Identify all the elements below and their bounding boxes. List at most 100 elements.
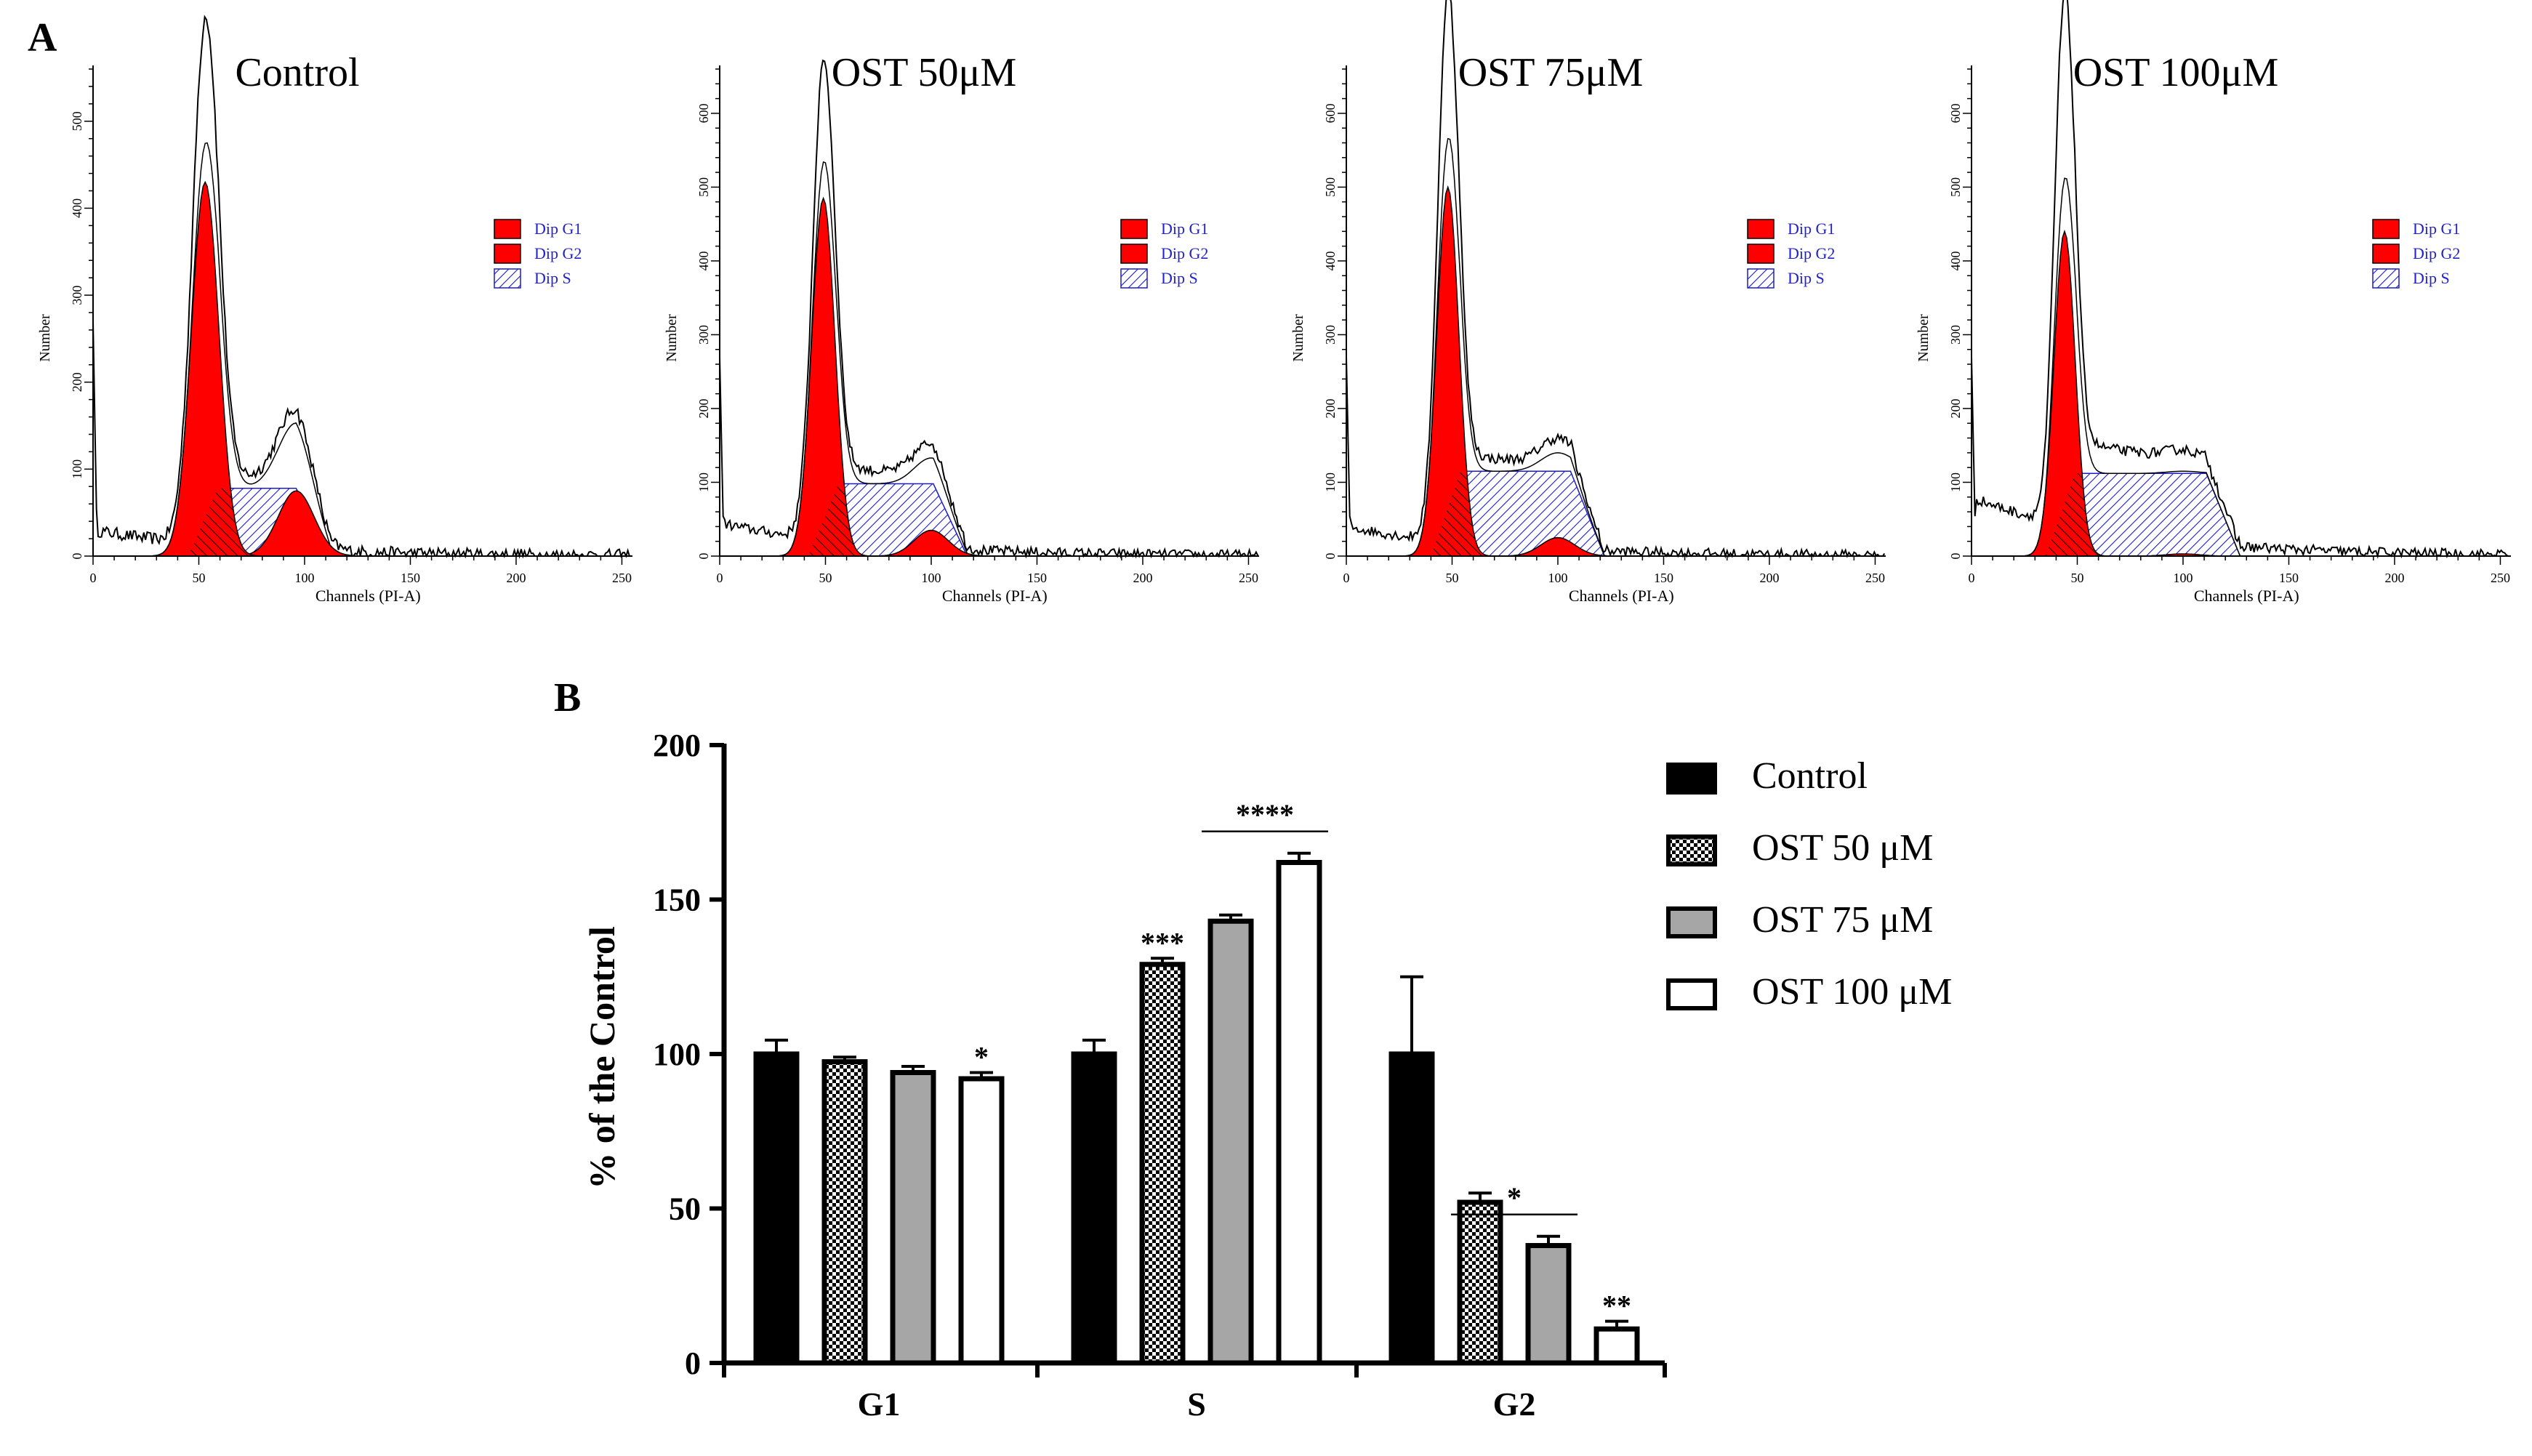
legend-swatch xyxy=(1666,834,1717,866)
legend-swatch xyxy=(494,268,521,289)
legend-label: Dip S xyxy=(2413,269,2450,287)
x-tick-label: 0 xyxy=(1969,571,1975,585)
significance-label: * xyxy=(974,1041,989,1074)
legend-label: Dip G2 xyxy=(1788,244,1835,262)
y-tick-label: 200 xyxy=(653,728,701,763)
x-tick-label: 0 xyxy=(1343,571,1350,585)
bar-ost-100-m-g1 xyxy=(958,1076,1005,1366)
histogram-3: OST 100μM 0 50 100 150 200 250 0 100 200 300 400 500… xyxy=(1916,0,2511,605)
legend-swatch xyxy=(1120,244,1148,264)
legend-label: Dip G1 xyxy=(1788,220,1835,238)
y-axis-label: % of the Control xyxy=(582,926,622,1189)
histogram-2: OST 75μM 0 50 100 150 200 250 0 100 200 300 400 500 6… xyxy=(1290,0,1886,605)
y-tick-label: 500 xyxy=(1948,177,1963,197)
x-tick-label: 100 xyxy=(1548,571,1567,585)
dip-g1-area xyxy=(1346,185,1886,557)
y-tick-label: 100 xyxy=(1948,472,1963,492)
overlap-hatch xyxy=(1972,473,2511,556)
y-tick-label: 0 xyxy=(1948,553,1963,560)
bar-ost-100-m-s xyxy=(1276,860,1322,1366)
bar-control-g1 xyxy=(753,1051,800,1366)
x-tick-label: 100 xyxy=(921,571,941,585)
x-axis-label: Channels (PI-A) xyxy=(942,587,1048,605)
y-tick-label: 100 xyxy=(696,472,711,492)
legend-swatch xyxy=(1747,219,1775,239)
legend-label: Dip G2 xyxy=(534,244,582,262)
y-tick-label: 300 xyxy=(696,325,711,345)
legend-label: Dip G2 xyxy=(1161,244,1208,262)
raw-data-line xyxy=(1971,0,2510,559)
significance-label: * xyxy=(1507,1181,1522,1214)
legend-label: OST 100 μM xyxy=(1752,971,1952,1013)
y-tick-label: 400 xyxy=(70,198,84,218)
x-axis-label: Channels (PI-A) xyxy=(1569,587,1674,605)
dip-g1-area xyxy=(93,180,632,557)
legend-swatch xyxy=(1120,219,1148,239)
x-tick-label: G2 xyxy=(1493,1385,1536,1423)
raw-data-line xyxy=(1346,0,1886,559)
bar-ost-75-m-g1 xyxy=(890,1070,936,1366)
y-axis-label: Number xyxy=(664,314,680,362)
overlap-hatch xyxy=(1346,471,1886,556)
y-tick-label: 500 xyxy=(70,111,84,131)
legend-swatch xyxy=(2372,244,2400,264)
y-tick-label: 100 xyxy=(653,1037,701,1072)
y-tick-label: 600 xyxy=(1948,103,1963,123)
y-axis-label: Number xyxy=(1290,314,1306,362)
bar-ost-100-m-g2 xyxy=(1593,1326,1640,1366)
x-tick-label: 50 xyxy=(1445,571,1458,585)
y-tick-label: 500 xyxy=(696,177,711,197)
legend-label: Dip G1 xyxy=(2413,220,2460,238)
y-tick-label: 150 xyxy=(653,882,701,918)
x-tick-label: 250 xyxy=(1865,571,1885,585)
y-tick-label: 0 xyxy=(685,1346,701,1381)
y-axis-label: Number xyxy=(1916,314,1932,362)
significance-label: *** xyxy=(1141,926,1184,959)
x-tick-label: 0 xyxy=(90,571,97,585)
legend-swatch xyxy=(1747,244,1775,264)
x-tick-label: 150 xyxy=(1027,571,1047,585)
legend-swatch xyxy=(494,219,521,239)
y-tick-label: 100 xyxy=(70,459,84,479)
y-tick-label: 400 xyxy=(696,251,711,270)
bar-ost-50-m-s xyxy=(1139,962,1186,1366)
histogram-title: Control xyxy=(235,50,359,95)
legend-label: Dip G1 xyxy=(1161,220,1208,238)
legend-label: Dip S xyxy=(534,269,571,287)
y-tick-label: 0 xyxy=(696,553,711,560)
y-tick-label: 200 xyxy=(1323,398,1338,418)
legend-swatch xyxy=(494,244,521,264)
x-tick-label: 200 xyxy=(1759,571,1779,585)
x-tick-label: 250 xyxy=(1239,571,1258,585)
histogram-1: OST 50μM 0 50 100 150 200 250 0 100 200 300 400 500 6… xyxy=(664,50,1259,605)
y-tick-label: 300 xyxy=(1323,325,1338,345)
x-tick-label: 150 xyxy=(2279,571,2299,585)
bar-ost-75-m-g2 xyxy=(1525,1243,1572,1366)
x-tick-label: 150 xyxy=(1654,571,1673,585)
bar-ost-50-m-g2 xyxy=(1457,1199,1503,1366)
y-tick-label: 400 xyxy=(1948,251,1963,270)
x-tick-label: 0 xyxy=(717,571,723,585)
raw-data-line xyxy=(719,59,1259,559)
bar-ost-50-m-g1 xyxy=(821,1059,868,1366)
x-tick-label: 150 xyxy=(401,571,420,585)
legend-swatch xyxy=(1747,268,1775,289)
x-tick-label: S xyxy=(1187,1385,1206,1423)
y-tick-label: 500 xyxy=(1323,177,1338,197)
x-tick-label: 100 xyxy=(294,571,314,585)
legend-label: OST 75 μM xyxy=(1752,899,1933,941)
legend-swatch xyxy=(1666,978,1717,1010)
legend-label: OST 50 μM xyxy=(1752,827,1933,869)
x-axis-label: Channels (PI-A) xyxy=(316,587,421,605)
x-tick-label: 200 xyxy=(506,571,526,585)
x-tick-label: 250 xyxy=(2491,571,2510,585)
y-tick-label: 400 xyxy=(1323,251,1338,270)
y-tick-label: 300 xyxy=(70,286,84,305)
legend-label: Dip S xyxy=(1788,269,1825,287)
y-tick-label: 200 xyxy=(70,372,84,392)
histogram-title: OST 100μM xyxy=(2073,50,2279,95)
y-tick-label: 0 xyxy=(1323,553,1338,560)
bar-control-g2 xyxy=(1388,1051,1435,1366)
